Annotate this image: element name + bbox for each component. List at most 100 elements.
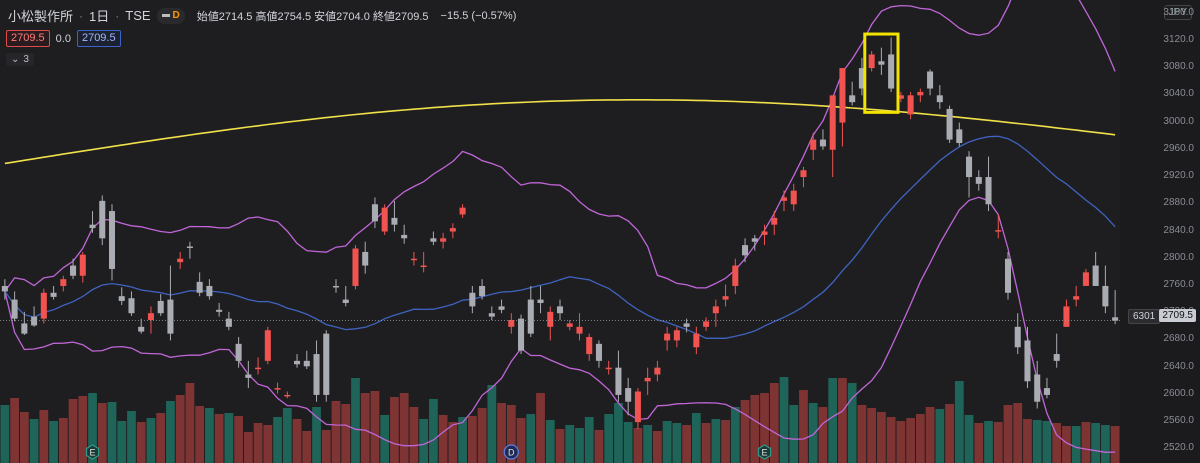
volume-bar bbox=[516, 418, 526, 463]
ma-value-tag[interactable]: 2709.5 bbox=[76, 30, 121, 47]
candle-body bbox=[332, 285, 340, 288]
candle-body bbox=[128, 298, 135, 314]
market-mode-badge[interactable]: D bbox=[156, 7, 185, 24]
candle-body bbox=[1073, 296, 1080, 300]
candle-body bbox=[625, 388, 632, 402]
candle-body bbox=[294, 360, 301, 365]
candle-body bbox=[70, 265, 77, 276]
candle-body bbox=[323, 333, 330, 395]
volume-bar bbox=[458, 417, 467, 463]
volume-bar bbox=[88, 393, 97, 463]
candle-body bbox=[829, 95, 836, 150]
volume-bar bbox=[253, 423, 263, 463]
candle-body bbox=[381, 207, 388, 232]
price-axis-label: 2920.0 bbox=[1163, 170, 1194, 182]
currency-label[interactable]: JPY bbox=[1163, 5, 1192, 20]
symbol-name[interactable]: 小松製作所 bbox=[8, 9, 74, 24]
candle-body bbox=[985, 177, 992, 205]
candle-body bbox=[21, 323, 28, 334]
candle-body bbox=[60, 279, 67, 286]
volume-bar bbox=[243, 432, 253, 463]
candle-body bbox=[839, 68, 846, 123]
candle-body bbox=[722, 296, 729, 300]
candle-body bbox=[849, 95, 856, 103]
price-axis-label: 2520.0 bbox=[1163, 442, 1194, 454]
volume-bar bbox=[156, 413, 166, 463]
candle-body bbox=[1, 285, 8, 292]
volume-bar bbox=[341, 404, 351, 463]
candle-body bbox=[157, 300, 164, 314]
volume-bar bbox=[964, 415, 974, 463]
volume-bar bbox=[78, 396, 88, 463]
candle-body bbox=[391, 217, 398, 225]
volume-bar bbox=[779, 377, 789, 463]
candle-body bbox=[615, 367, 622, 395]
volume-bar bbox=[97, 403, 107, 463]
volume-bar bbox=[0, 405, 10, 463]
candle-body bbox=[459, 207, 466, 215]
volume-bar bbox=[117, 421, 127, 463]
bb-value-tag[interactable]: 2709.5 bbox=[6, 30, 50, 47]
volume-bar bbox=[555, 429, 565, 463]
candle-body bbox=[703, 321, 710, 327]
volume-bar bbox=[166, 401, 175, 463]
axis-background bbox=[1120, 0, 1200, 463]
volume-bar bbox=[993, 422, 1003, 463]
volume-bar bbox=[915, 414, 925, 463]
candle-body bbox=[683, 323, 690, 327]
candle-body bbox=[430, 238, 437, 242]
volume-bar bbox=[1091, 423, 1101, 463]
candle-body bbox=[1014, 326, 1021, 348]
exchange-label: TSE bbox=[125, 8, 151, 23]
bollinger-upper-line bbox=[4, 0, 1116, 292]
volume-bar bbox=[409, 407, 419, 463]
candle-body bbox=[819, 139, 826, 147]
candle-body bbox=[654, 367, 661, 375]
indicators-collapse-button[interactable]: ⌄ 3 bbox=[6, 53, 34, 66]
candle-body bbox=[255, 367, 262, 370]
volume-bar bbox=[896, 421, 906, 463]
volume-bar bbox=[672, 423, 682, 463]
volume-bar bbox=[623, 422, 633, 463]
candle-body bbox=[1102, 285, 1109, 307]
volume-bar bbox=[828, 378, 838, 463]
price-axis-label: 2640.0 bbox=[1163, 360, 1194, 372]
volume-bar bbox=[282, 408, 292, 463]
candle-body bbox=[956, 129, 963, 143]
candle-body bbox=[644, 377, 651, 382]
volume-bar bbox=[214, 414, 224, 463]
volume-bar bbox=[467, 416, 477, 463]
volume-bar bbox=[857, 405, 867, 463]
volume-bar bbox=[769, 383, 779, 463]
candle-body bbox=[518, 318, 525, 351]
volume-bar bbox=[263, 425, 273, 463]
candle-body bbox=[371, 204, 378, 222]
volume-bar bbox=[49, 421, 58, 463]
bollinger-lower-line bbox=[4, 196, 1116, 453]
earnings-marker bbox=[85, 444, 100, 460]
earnings-marker bbox=[757, 444, 772, 460]
volume-bar bbox=[506, 405, 516, 463]
volume-bar bbox=[1013, 403, 1023, 463]
candle-body bbox=[1043, 388, 1050, 395]
candle-body bbox=[362, 251, 369, 266]
plot-background bbox=[0, 0, 1120, 463]
moving-average-line bbox=[4, 135, 1116, 339]
candle-body bbox=[1004, 258, 1012, 293]
candle-body bbox=[732, 265, 739, 286]
volume-bar bbox=[974, 423, 984, 463]
candle-body bbox=[664, 333, 671, 341]
volume-bar bbox=[39, 410, 49, 463]
candle-body bbox=[79, 254, 86, 276]
candle-body bbox=[868, 54, 875, 69]
candle-body bbox=[274, 388, 281, 390]
price-axis-label: 3120.0 bbox=[1163, 33, 1194, 45]
candle-body bbox=[780, 197, 788, 201]
minus-icon bbox=[161, 14, 170, 17]
volume-bar bbox=[107, 402, 117, 463]
interval-label[interactable]: 1日 bbox=[89, 9, 110, 24]
candle-body bbox=[537, 299, 544, 303]
volume-bar bbox=[633, 428, 643, 463]
candle-body bbox=[479, 285, 486, 297]
